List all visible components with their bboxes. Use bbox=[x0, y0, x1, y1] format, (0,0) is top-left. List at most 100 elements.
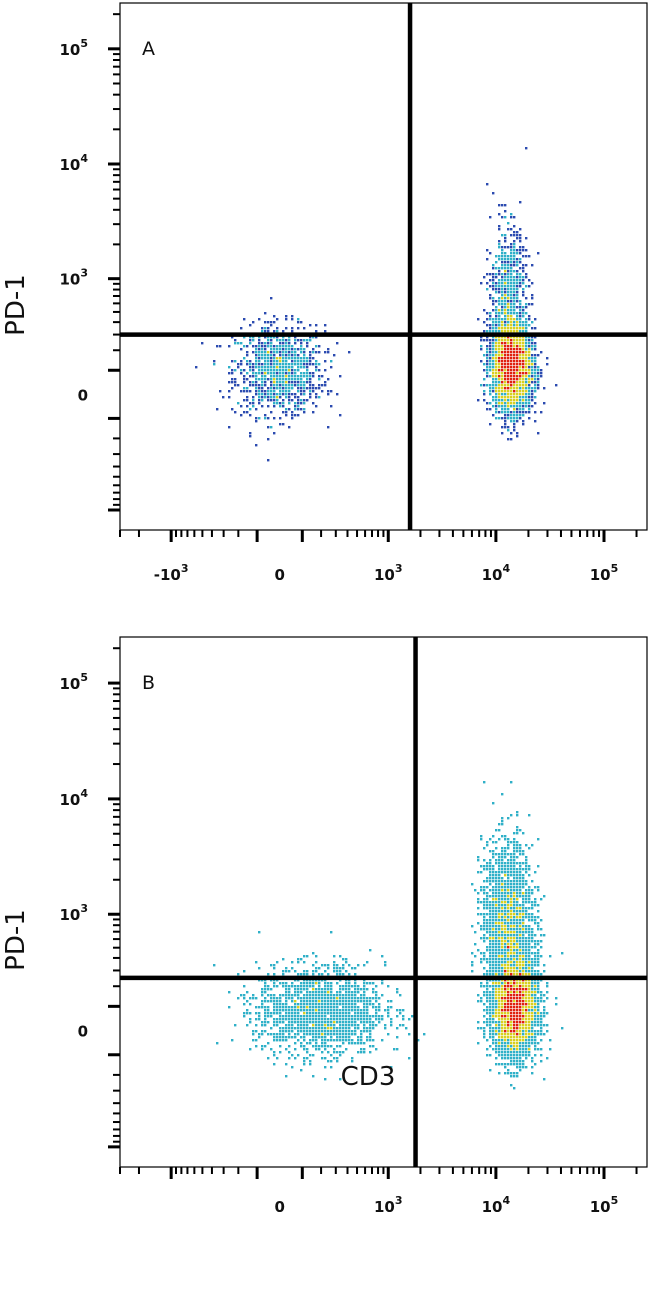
event-bin bbox=[246, 411, 249, 414]
event-bin bbox=[525, 1024, 528, 1027]
event-bin bbox=[234, 378, 237, 381]
event-bin bbox=[525, 892, 528, 895]
event-bin bbox=[360, 1051, 363, 1054]
event-bin bbox=[327, 1012, 330, 1015]
event-bin bbox=[495, 309, 498, 312]
event-bin bbox=[369, 1000, 372, 1003]
event-bin bbox=[516, 904, 519, 907]
event-bin bbox=[501, 898, 504, 901]
event-bin bbox=[519, 985, 522, 988]
event-bin bbox=[546, 985, 549, 988]
event-bin bbox=[525, 940, 528, 943]
event-bin bbox=[510, 1015, 513, 1018]
event-bin bbox=[489, 910, 492, 913]
event-bin bbox=[501, 264, 504, 267]
event-bin bbox=[519, 982, 522, 985]
event-bin bbox=[471, 970, 474, 973]
event-bin bbox=[372, 1003, 375, 1006]
event-bin bbox=[255, 408, 258, 411]
event-bin bbox=[321, 1012, 324, 1015]
event-bin bbox=[315, 1000, 318, 1003]
event-bin bbox=[282, 1039, 285, 1042]
event-bin bbox=[492, 1027, 495, 1030]
event-bin bbox=[501, 363, 504, 366]
event-bin bbox=[507, 910, 510, 913]
x-tick-label: 104 bbox=[482, 1194, 511, 1216]
event-bin bbox=[504, 375, 507, 378]
event-bin bbox=[501, 381, 504, 384]
event-bin bbox=[495, 886, 498, 889]
event-bin bbox=[294, 351, 297, 354]
event-bin bbox=[282, 339, 285, 342]
event-bin bbox=[288, 342, 291, 345]
event-bin bbox=[486, 895, 489, 898]
event-bin bbox=[510, 910, 513, 913]
event-bin bbox=[504, 904, 507, 907]
event-bin bbox=[369, 997, 372, 1000]
event-bin bbox=[486, 931, 489, 934]
event-bin bbox=[519, 318, 522, 321]
event-bin bbox=[522, 943, 525, 946]
event-bin bbox=[498, 300, 501, 303]
event-bin bbox=[489, 919, 492, 922]
event-bin bbox=[498, 877, 501, 880]
event-bin bbox=[498, 1000, 501, 1003]
event-bin bbox=[246, 354, 249, 357]
event-bin bbox=[516, 306, 519, 309]
event-bin bbox=[516, 261, 519, 264]
event-bin bbox=[522, 321, 525, 324]
x-tick-label: 103 bbox=[374, 1194, 403, 1216]
event-bin bbox=[276, 1006, 279, 1009]
event-bin bbox=[525, 991, 528, 994]
event-bin bbox=[507, 354, 510, 357]
event-bin bbox=[540, 898, 543, 901]
event-bin bbox=[285, 360, 288, 363]
event-bin bbox=[348, 1036, 351, 1039]
event-bin bbox=[525, 390, 528, 393]
event-bin bbox=[495, 402, 498, 405]
event-bin bbox=[492, 871, 495, 874]
event-bin bbox=[294, 1003, 297, 1006]
event-bin bbox=[510, 919, 513, 922]
event-bin bbox=[504, 255, 507, 258]
event-bin bbox=[522, 393, 525, 396]
event-bin bbox=[507, 363, 510, 366]
event-bin bbox=[504, 973, 507, 976]
event-bin bbox=[261, 1030, 264, 1033]
event-bin bbox=[240, 360, 243, 363]
event-bin bbox=[297, 991, 300, 994]
event-bin bbox=[303, 973, 306, 976]
event-bin bbox=[534, 411, 537, 414]
event-bin bbox=[306, 991, 309, 994]
event-bin bbox=[282, 1006, 285, 1009]
event-bin bbox=[522, 895, 525, 898]
event-bin bbox=[519, 1042, 522, 1045]
event-bin bbox=[276, 1033, 279, 1036]
event-bin bbox=[531, 1021, 534, 1024]
event-bin bbox=[531, 1033, 534, 1036]
event-bin bbox=[516, 991, 519, 994]
event-bin bbox=[276, 961, 279, 964]
event-bin bbox=[489, 943, 492, 946]
event-bin bbox=[522, 928, 525, 931]
event-bin bbox=[318, 1036, 321, 1039]
event-bin bbox=[357, 1042, 360, 1045]
event-bin bbox=[297, 387, 300, 390]
event-bin bbox=[516, 237, 519, 240]
event-bin bbox=[306, 366, 309, 369]
event-bin bbox=[528, 387, 531, 390]
event-bin bbox=[534, 943, 537, 946]
event-bin bbox=[342, 985, 345, 988]
event-bin bbox=[336, 970, 339, 973]
event-bin bbox=[513, 297, 516, 300]
event-bin bbox=[489, 985, 492, 988]
event-bin bbox=[537, 943, 540, 946]
event-bin bbox=[294, 348, 297, 351]
event-bin bbox=[507, 838, 510, 841]
event-bin bbox=[507, 315, 510, 318]
event-bin bbox=[498, 988, 501, 991]
event-bin bbox=[495, 273, 498, 276]
event-bin bbox=[522, 324, 525, 327]
event-bin bbox=[279, 1000, 282, 1003]
event-bin bbox=[501, 204, 504, 207]
